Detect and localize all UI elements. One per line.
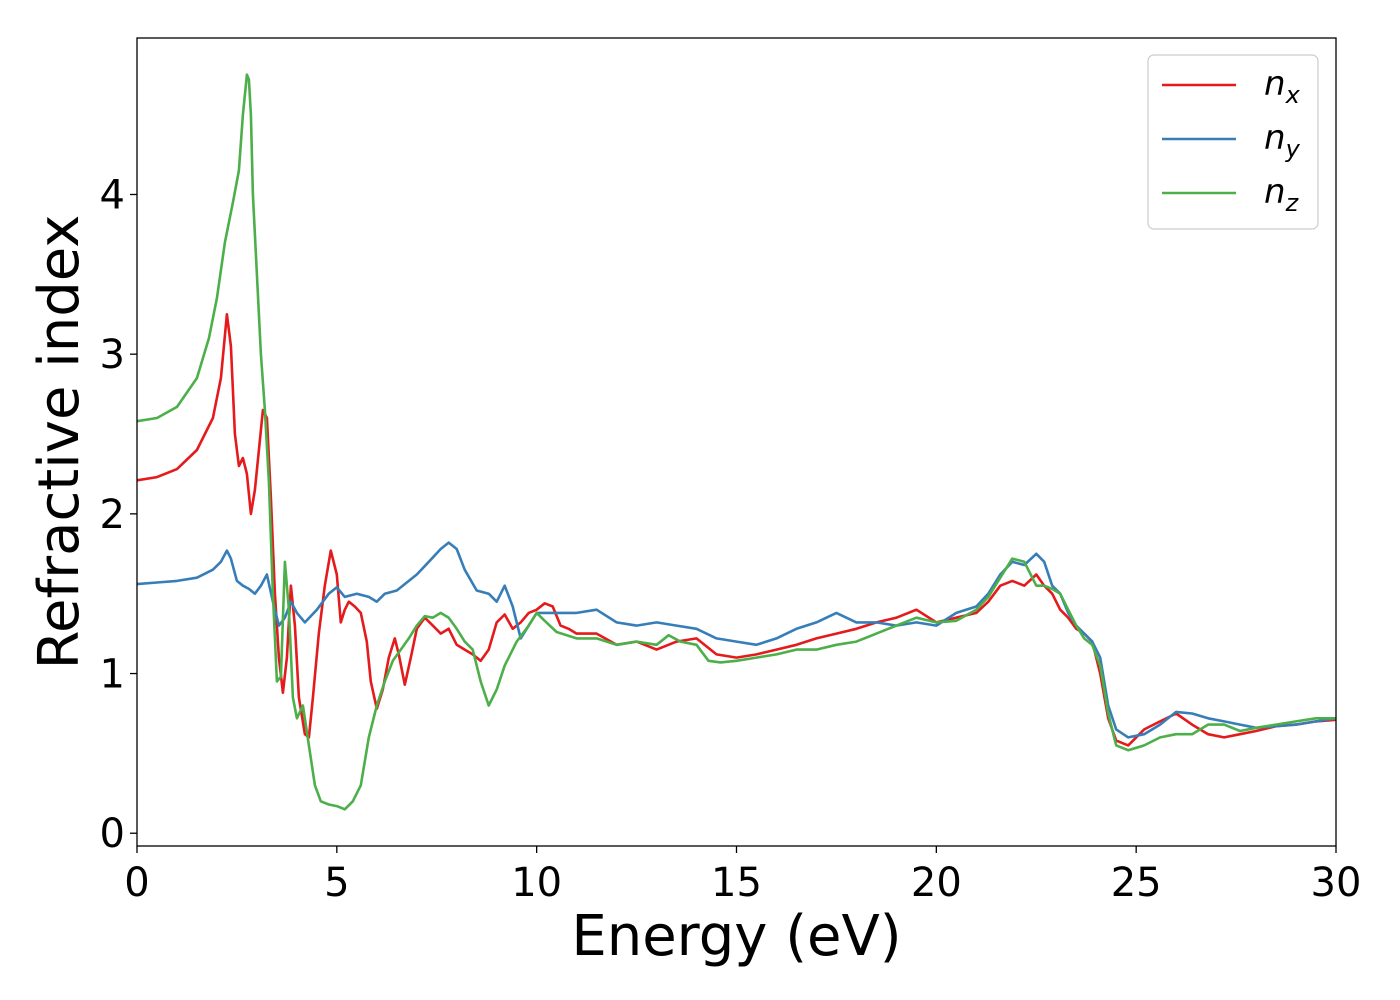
legend-label-n-x: nx [1264, 64, 1301, 109]
y-tick-label: 3 [100, 332, 125, 378]
x-tick-label: 20 [911, 860, 962, 906]
y-tick-label: 1 [100, 652, 125, 698]
x-axis-title: Energy (eV) [571, 904, 901, 969]
series-line-n-x [137, 312, 1336, 747]
x-tick-label: 0 [124, 860, 149, 906]
series-line-n-z [137, 73, 1336, 811]
x-tick-label: 25 [1111, 860, 1162, 906]
y-axis-title: Refractive index [27, 215, 92, 670]
x-tick-label: 15 [711, 860, 762, 906]
y-tick-label: 0 [100, 811, 125, 857]
legend: nx ny nz [1147, 54, 1319, 230]
x-tick-label: 10 [511, 860, 562, 906]
plot-area [137, 73, 1336, 811]
x-axis: 0 5 10 15 20 25 30 [124, 846, 1361, 906]
y-axis: 0 1 2 3 4 [100, 172, 137, 857]
series-line-n-y [137, 541, 1336, 739]
legend-box [1147, 54, 1319, 230]
y-tick-label: 4 [100, 172, 125, 218]
y-tick-label: 2 [100, 492, 125, 538]
x-tick-label: 30 [1311, 860, 1362, 906]
legend-label-n-z: nz [1264, 172, 1300, 217]
legend-label-n-y: ny [1264, 118, 1301, 163]
x-tick-label: 5 [324, 860, 349, 906]
